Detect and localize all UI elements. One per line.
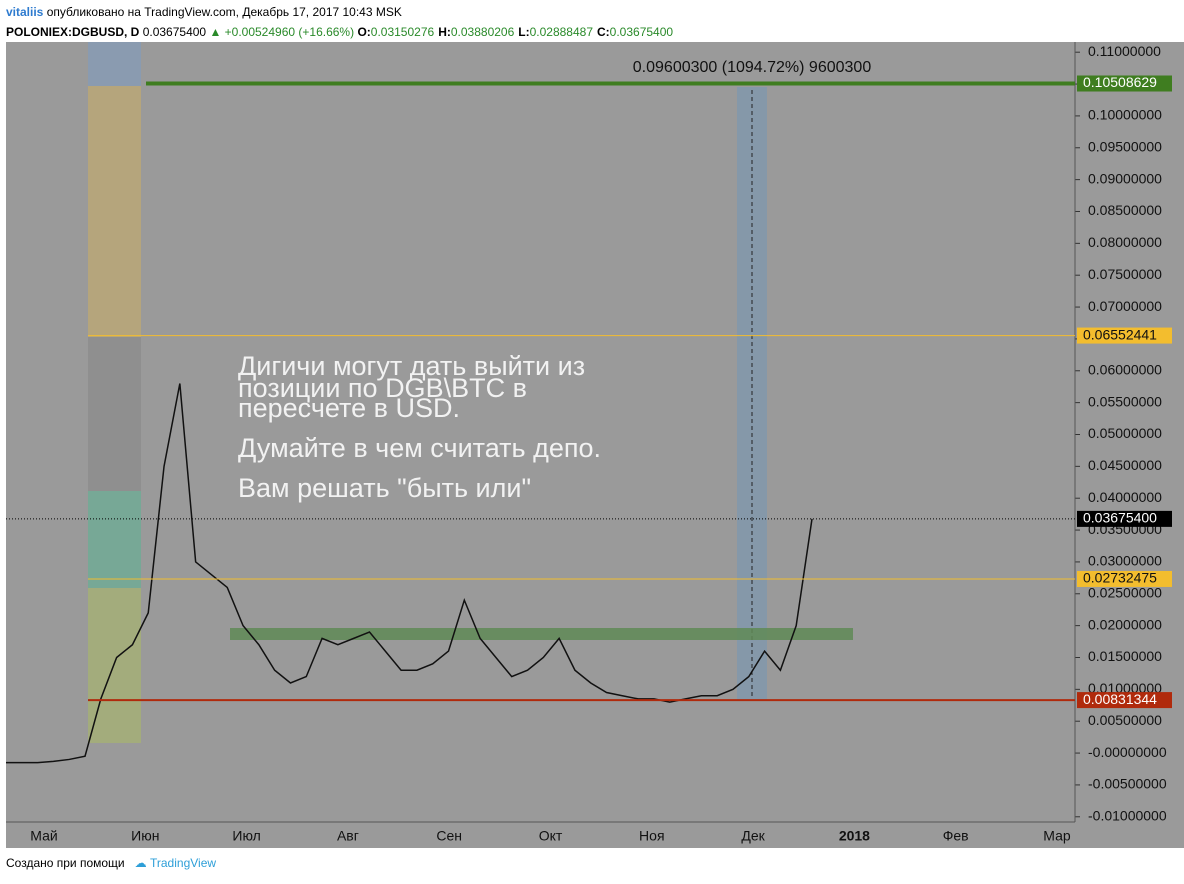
ohlc-value: 0.03880206 — [450, 25, 515, 39]
level-label: 0.03675400 — [1083, 510, 1157, 526]
note-line: Дигичи могут дать выйти из — [238, 351, 585, 381]
brand[interactable]: ☁ TradingView — [134, 856, 217, 870]
ohlc-value: 0.02888487 — [529, 25, 593, 39]
x-tick-label: Ноя — [639, 828, 664, 844]
symbol: POLONIEX:DGBUSD, D — [6, 25, 140, 39]
y-tick-label: 0.06000000 — [1088, 361, 1162, 377]
x-tick-label: Сен — [436, 828, 462, 844]
y-tick-label: -0.01000000 — [1088, 807, 1167, 823]
footer: Создано при помощи ☁ TradingView — [6, 856, 216, 870]
ohlc-line: POLONIEX:DGBUSD, D 0.03675400 ▲ +0.00524… — [6, 22, 677, 42]
y-tick-label: 0.09000000 — [1088, 170, 1162, 186]
note-line: Вам решать "быть или" — [238, 473, 531, 503]
y-tick-label: 0.01500000 — [1088, 648, 1162, 664]
ohlc-key: O: — [357, 25, 371, 39]
ohlc-key: H: — [438, 25, 451, 39]
zone — [88, 86, 141, 337]
author[interactable]: vitaliis — [6, 5, 44, 19]
measure-label: 0.09600300 (1094.72%) 9600300 — [633, 59, 872, 76]
y-tick-label: 0.04000000 — [1088, 489, 1162, 505]
y-tick-label: 0.05000000 — [1088, 425, 1162, 441]
publish-line: vitaliis опубликовано на TradingView.com… — [6, 2, 677, 22]
level-badge — [1077, 692, 1172, 709]
level-badge — [1077, 75, 1172, 92]
y-tick-label: -0.00500000 — [1088, 776, 1167, 792]
ohlc-value: 0.03150276 — [370, 25, 435, 39]
y-tick-label: 0.11000000 — [1088, 43, 1161, 59]
header: vitaliis опубликовано на TradingView.com… — [6, 2, 677, 42]
y-tick-label: 0.00500000 — [1088, 712, 1162, 728]
level-label: 0.06552441 — [1083, 326, 1157, 342]
y-tick-label: 0.10000000 — [1088, 107, 1162, 123]
x-tick-label: Июл — [232, 828, 260, 844]
x-tick-label: Окт — [539, 828, 563, 844]
y-tick-label: 0.08000000 — [1088, 234, 1162, 250]
x-tick-label: Фев — [943, 828, 969, 844]
x-tick-label: Мар — [1043, 828, 1071, 844]
y-tick-label: 0.01000000 — [1088, 680, 1162, 696]
brand-name[interactable]: TradingView — [150, 856, 217, 870]
change: ▲ +0.00524960 (+16.66%) — [209, 25, 355, 39]
ohlc-key: L: — [518, 25, 530, 39]
zone — [88, 588, 141, 743]
level-label: 0.10508629 — [1083, 74, 1157, 90]
note-line: Думайте в чем считать депо. — [238, 433, 601, 463]
y-tick-label: 0.05500000 — [1088, 393, 1162, 409]
support-zone — [230, 628, 853, 640]
x-tick-label: Июн — [131, 828, 159, 844]
level-label: 0.02732475 — [1083, 570, 1157, 586]
zone — [88, 337, 141, 491]
level-badge — [1077, 327, 1172, 344]
y-tick-label: 0.02500000 — [1088, 584, 1162, 600]
ohlc-value: 0.03675400 — [609, 25, 674, 39]
x-tick-label: Май — [30, 828, 57, 844]
chart-bg — [6, 42, 1184, 848]
ohlc-key: C: — [597, 25, 610, 39]
y-tick-label: -0.00000000 — [1088, 744, 1167, 760]
last: 0.03675400 — [142, 25, 207, 39]
x-tick-label: Дек — [741, 828, 765, 844]
zone — [88, 491, 141, 588]
y-tick-label: 0.07500000 — [1088, 266, 1162, 282]
made-with: Создано при помощи — [6, 856, 125, 870]
level-label: 0.00831344 — [1083, 691, 1157, 707]
y-tick-label: 0.07000000 — [1088, 298, 1162, 314]
y-tick-label: 0.09500000 — [1088, 138, 1162, 154]
x-tick-label: 2018 — [839, 828, 870, 844]
zone — [88, 42, 141, 86]
y-tick-label: 0.04500000 — [1088, 457, 1162, 473]
note-line: позиции по DGB\BTC в — [238, 373, 527, 403]
y-tick-label: 0.08500000 — [1088, 202, 1162, 218]
y-tick-label: 0.02000000 — [1088, 616, 1162, 632]
level-badge — [1077, 510, 1172, 527]
level-badge — [1077, 570, 1172, 587]
published: опубликовано на TradingView.com, Декабрь… — [46, 5, 402, 19]
y-tick-label: 0.03000000 — [1088, 553, 1162, 569]
ohlc: O:0.03150276 H:0.03880206 L:0.02888487 C:0.… — [357, 25, 677, 39]
x-tick-label: Авг — [337, 828, 359, 844]
note-line: пересчете в USD. — [238, 393, 460, 423]
